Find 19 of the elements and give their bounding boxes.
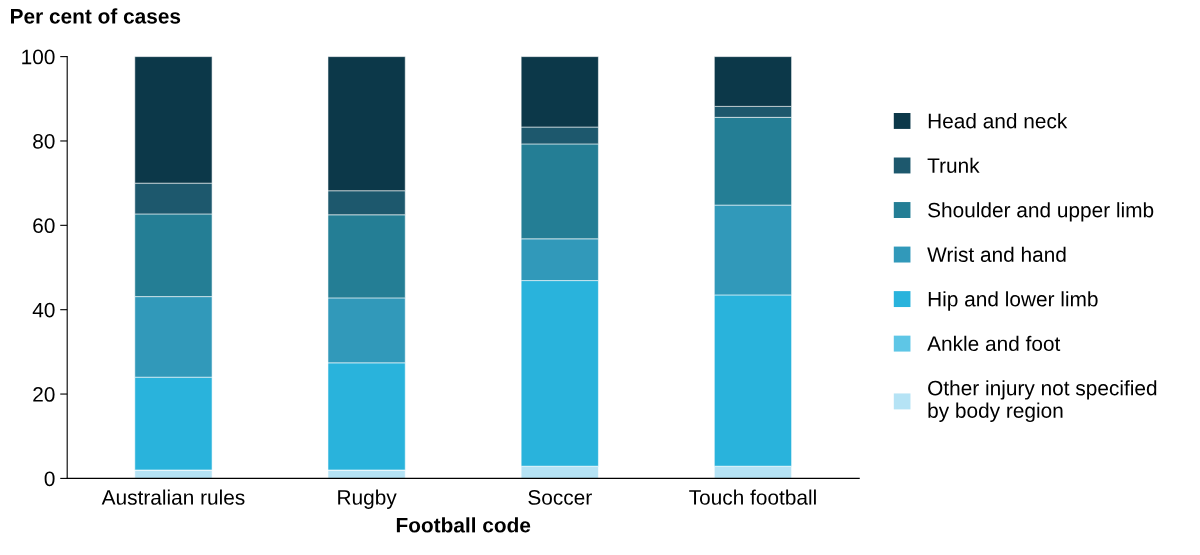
x-tick-label: Australian rules [101, 489, 245, 505]
y-tick-label: 20 [33, 387, 55, 402]
y-tick-label: 0 [44, 471, 55, 487]
legend-label: Hip and lower limb [928, 291, 1098, 311]
y-tick-label: 100 [22, 49, 55, 65]
y-tick-label: 60 [33, 218, 55, 234]
x-tick-label: Soccer [528, 490, 592, 505]
x-tick-label: Rugby [338, 489, 397, 509]
y-tick-label: 40 [32, 302, 55, 318]
legend-label: Head and neck [928, 113, 1068, 129]
legend-label: Ankle and foot [927, 335, 1061, 352]
legend-label: Other injury not specified by body region [928, 380, 1157, 423]
legend-label: Trunk [927, 157, 980, 173]
legend-label: Wrist and hand [927, 246, 1066, 262]
y-axis-title: Per cent of cases [10, 8, 181, 24]
y-tick-label: 80 [33, 133, 55, 149]
legend-label: Shoulder and upper limb [928, 202, 1154, 222]
x-axis-title: Football code [396, 517, 531, 533]
x-tick-label: Touch football [689, 489, 816, 505]
